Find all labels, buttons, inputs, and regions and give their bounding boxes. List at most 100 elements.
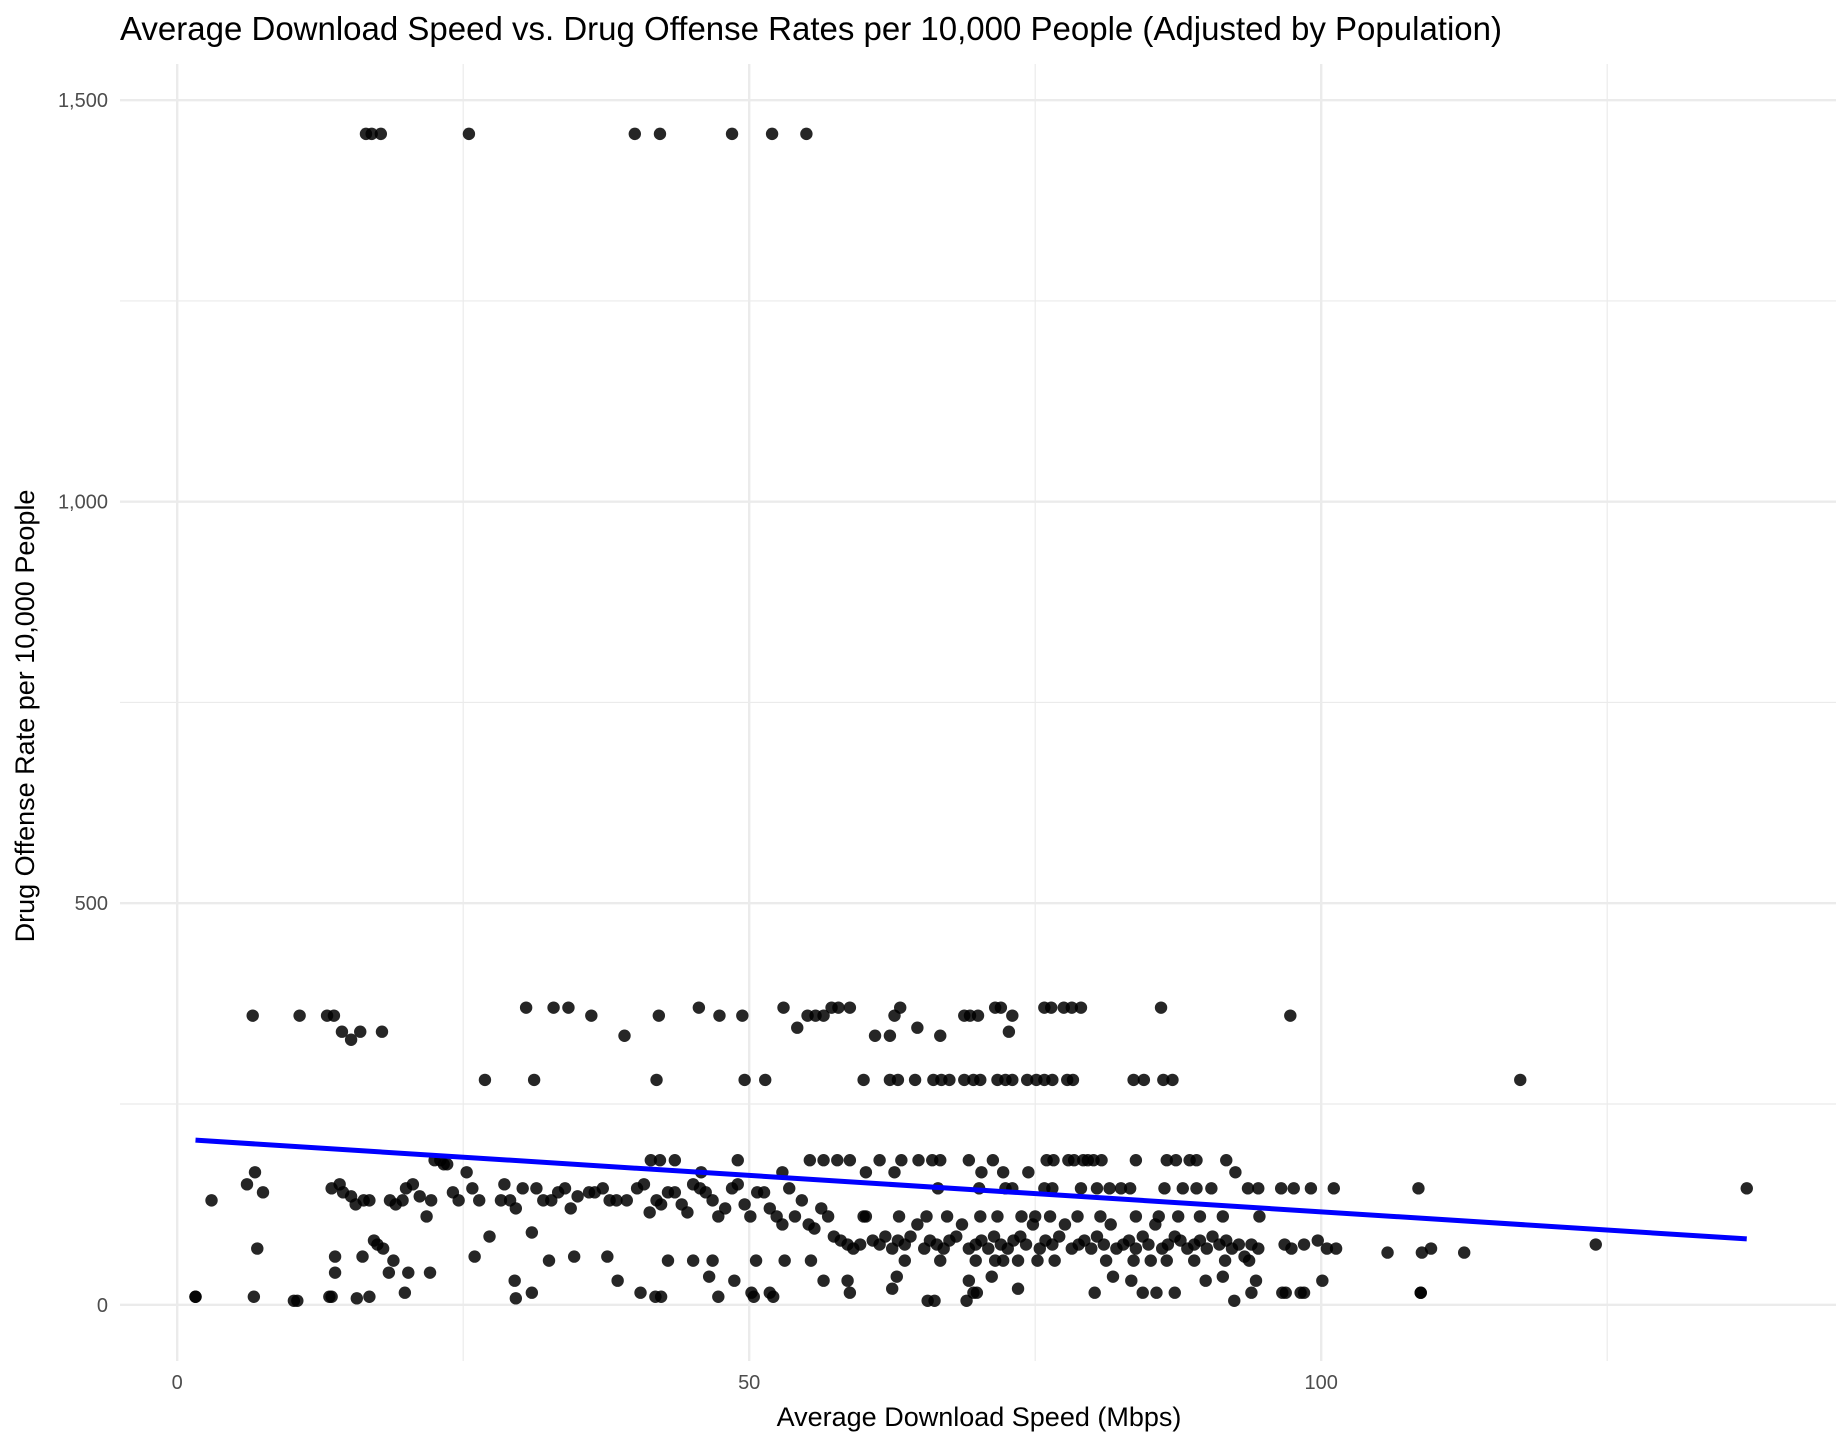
- data-point: [962, 1154, 976, 1167]
- data-point: [962, 1274, 976, 1287]
- data-point: [994, 1001, 1008, 1014]
- data-point: [1253, 1210, 1266, 1223]
- data-point: [1245, 1286, 1258, 1299]
- data-point: [857, 1210, 870, 1223]
- data-point: [795, 1194, 809, 1207]
- data-point: [1514, 1073, 1527, 1087]
- trend-line: [195, 1137, 1747, 1242]
- data-point: [1381, 1246, 1394, 1259]
- data-point: [558, 1182, 572, 1195]
- data-point: [637, 1178, 651, 1191]
- data-point: [494, 1194, 508, 1207]
- data-point: [738, 1198, 751, 1211]
- data-point: [650, 1073, 663, 1087]
- data-point: [763, 1202, 776, 1215]
- data-point: [1158, 1182, 1171, 1195]
- data-point: [934, 1154, 947, 1167]
- data-point: [1020, 1073, 1034, 1087]
- data-point: [363, 1194, 376, 1207]
- data-point: [1094, 1210, 1107, 1223]
- y-axis-tick-labels: 0 500 1,000 1,500: [58, 90, 108, 1317]
- data-point: [1046, 1238, 1059, 1251]
- data-point: [653, 1154, 667, 1167]
- data-point: [661, 1254, 675, 1267]
- data-point: [1097, 1238, 1111, 1251]
- data-point: [1276, 1286, 1289, 1299]
- y-tick-label: 1,500: [58, 90, 108, 112]
- data-point: [1311, 1234, 1324, 1247]
- data-point: [387, 1254, 400, 1267]
- data-point: [883, 1029, 897, 1042]
- data-point: [462, 127, 476, 141]
- data-point: [788, 1210, 802, 1223]
- data-point: [853, 1238, 867, 1251]
- x-tick-label: 0: [172, 1372, 183, 1394]
- data-point: [1144, 1254, 1157, 1267]
- data-point: [728, 1274, 741, 1287]
- data-point: [1216, 1270, 1230, 1283]
- data-point: [356, 1250, 369, 1263]
- data-point: [1152, 1210, 1165, 1223]
- data-point: [1206, 1230, 1219, 1243]
- data-point: [1074, 1001, 1088, 1014]
- data-point: [375, 1025, 389, 1038]
- data-point: [1188, 1254, 1201, 1267]
- data-point: [1125, 1274, 1138, 1287]
- data-point: [628, 127, 641, 141]
- data-point: [564, 1202, 577, 1215]
- x-axis-title: Average Download Speed (Mbps): [777, 1402, 1182, 1432]
- data-point: [1220, 1154, 1233, 1167]
- data-point: [974, 1210, 987, 1223]
- data-point: [894, 1001, 907, 1014]
- data-point: [686, 1254, 700, 1267]
- data-point: [1160, 1154, 1173, 1167]
- data-point: [1176, 1182, 1189, 1195]
- data-point: [601, 1250, 614, 1263]
- data-point: [398, 1286, 412, 1299]
- data-point: [287, 1294, 301, 1307]
- data-point: [508, 1274, 521, 1287]
- data-point: [1122, 1234, 1136, 1247]
- data-point: [1106, 1270, 1120, 1283]
- data-point: [886, 1282, 899, 1295]
- data-point: [843, 1001, 857, 1014]
- data-point: [1066, 1073, 1080, 1087]
- data-point: [912, 1154, 925, 1167]
- data-point: [783, 1182, 796, 1195]
- y-axis-title: Drug Offense Rate per 10,000 People: [10, 490, 40, 943]
- data-point: [376, 1242, 390, 1255]
- data-point: [767, 1290, 780, 1303]
- data-point: [1065, 1001, 1079, 1014]
- data-point: [1071, 1210, 1084, 1223]
- data-point: [643, 1206, 656, 1219]
- data-point: [975, 1234, 988, 1247]
- data-point: [1216, 1210, 1230, 1223]
- data-point: [1127, 1073, 1140, 1087]
- data-point: [1252, 1182, 1265, 1195]
- data-point: [1193, 1210, 1207, 1223]
- data-point: [974, 1073, 987, 1087]
- data-point: [325, 1290, 338, 1303]
- data-point: [950, 1230, 963, 1243]
- data-point: [1043, 1210, 1057, 1223]
- data-point: [1137, 1073, 1151, 1087]
- data-point: [327, 1009, 341, 1022]
- data-point: [1129, 1154, 1143, 1167]
- data-point: [1127, 1254, 1140, 1267]
- data-point: [596, 1182, 609, 1195]
- data-point: [519, 1001, 533, 1014]
- data-point: [969, 1254, 982, 1267]
- data-point: [460, 1166, 473, 1179]
- data-point: [859, 1166, 873, 1179]
- data-point: [736, 1009, 749, 1022]
- data-point: [1002, 1025, 1016, 1038]
- data-point: [920, 1210, 933, 1223]
- data-point: [668, 1154, 682, 1167]
- data-point: [525, 1286, 539, 1299]
- data-point: [618, 1029, 631, 1042]
- data-point: [841, 1274, 854, 1287]
- data-point: [611, 1274, 624, 1287]
- data-point: [713, 1009, 726, 1022]
- data-point: [712, 1290, 725, 1303]
- data-point: [987, 1230, 1001, 1243]
